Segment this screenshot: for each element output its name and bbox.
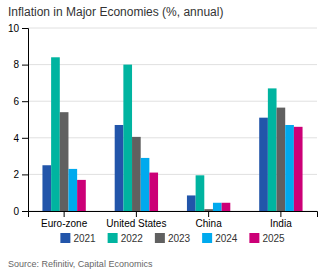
legend-item: 2025 bbox=[249, 233, 285, 244]
legend-swatch bbox=[108, 233, 118, 243]
y-tick-line bbox=[22, 28, 28, 29]
legend-item: 2023 bbox=[155, 233, 191, 244]
axis-domain bbox=[22, 29, 29, 212]
title: Inflation in Major Economies (%, annual) bbox=[8, 5, 223, 19]
plot: 0 2 4 6 8 10 Euro-zone United States China India bbox=[8, 23, 318, 229]
y-tick-label: 0 bbox=[13, 206, 19, 217]
chart: Inflation in Major Economies (%, annual)… bbox=[0, 0, 325, 273]
y-tick-label: 8 bbox=[13, 59, 19, 70]
x-tick-label: United States bbox=[106, 218, 166, 229]
y-tick-line bbox=[22, 65, 28, 66]
bar-series bbox=[42, 118, 267, 211]
bar bbox=[204, 209, 213, 211]
bar-series bbox=[51, 57, 276, 211]
x-tick-line bbox=[136, 211, 137, 217]
x-tick: China bbox=[196, 211, 223, 229]
x-tick-label: Euro-zone bbox=[41, 218, 88, 229]
legend-label: 2025 bbox=[262, 233, 285, 244]
bar bbox=[141, 158, 150, 211]
grid-line bbox=[28, 28, 317, 29]
y-tick: 4 bbox=[13, 133, 28, 144]
legend: 2021 2022 2023 2024 2025 bbox=[60, 233, 285, 244]
legend-item: 2024 bbox=[202, 233, 238, 244]
bar-series bbox=[77, 127, 302, 211]
y-tick: 8 bbox=[13, 59, 28, 70]
legend-item: 2022 bbox=[108, 233, 144, 244]
bar bbox=[51, 57, 60, 211]
bar bbox=[259, 118, 268, 211]
x-tick-label: India bbox=[270, 218, 292, 229]
bar bbox=[213, 203, 222, 211]
bar bbox=[196, 175, 205, 211]
y-tick-label: 10 bbox=[8, 23, 20, 34]
bar bbox=[294, 127, 303, 211]
grid-line bbox=[28, 64, 317, 65]
grid bbox=[28, 28, 317, 211]
bar bbox=[123, 65, 132, 211]
legend-swatch bbox=[202, 233, 212, 243]
bar bbox=[77, 180, 86, 211]
bar bbox=[68, 169, 77, 211]
x-tick-line bbox=[280, 211, 281, 217]
y-tick: 6 bbox=[13, 96, 28, 107]
legend-label: 2021 bbox=[73, 233, 96, 244]
legend-swatch bbox=[155, 233, 165, 243]
legend-swatch bbox=[60, 233, 70, 243]
legend-label: 2022 bbox=[121, 233, 144, 244]
bar bbox=[115, 125, 124, 211]
source: Source: Refinitiv, Capital Economics bbox=[8, 259, 153, 269]
y-tick-line bbox=[22, 138, 28, 139]
x-axis: Euro-zone United States China India bbox=[29, 211, 318, 229]
bar bbox=[60, 112, 69, 211]
bar bbox=[132, 137, 141, 211]
x-tick-line bbox=[208, 211, 209, 217]
legend-swatch bbox=[249, 233, 259, 243]
bars bbox=[42, 57, 302, 211]
y-tick-line bbox=[22, 101, 28, 102]
y-tick-line bbox=[22, 174, 28, 175]
bar bbox=[285, 125, 294, 211]
y-tick: 10 bbox=[8, 23, 28, 34]
bar bbox=[268, 88, 277, 211]
y-tick-label: 4 bbox=[13, 133, 19, 144]
legend-label: 2024 bbox=[215, 233, 238, 244]
x-tick-line bbox=[64, 211, 65, 217]
bar bbox=[149, 173, 158, 211]
y-axis: 0 2 4 6 8 10 bbox=[8, 23, 29, 217]
x-tick: India bbox=[270, 211, 292, 229]
bar bbox=[222, 203, 231, 211]
y-tick: 0 bbox=[13, 206, 28, 217]
legend-label: 2023 bbox=[168, 233, 191, 244]
x-tick-label: China bbox=[196, 218, 223, 229]
y-tick-label: 2 bbox=[13, 169, 19, 180]
legend-item: 2021 bbox=[60, 233, 96, 244]
x-tick: Euro-zone bbox=[41, 211, 88, 229]
bar-series bbox=[60, 108, 285, 211]
axis-domain bbox=[29, 212, 318, 218]
bar bbox=[277, 108, 286, 211]
bar bbox=[187, 195, 196, 211]
y-tick: 2 bbox=[13, 169, 28, 180]
x-tick: United States bbox=[106, 211, 166, 229]
y-tick-label: 6 bbox=[13, 96, 19, 107]
bar bbox=[42, 165, 51, 211]
bar-series bbox=[68, 125, 293, 211]
y-tick-line bbox=[22, 211, 28, 212]
